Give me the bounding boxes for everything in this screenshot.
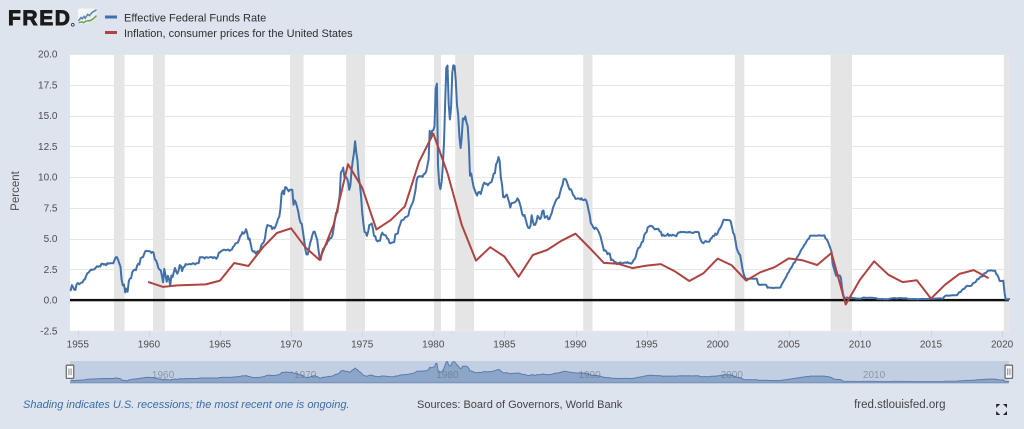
svg-text:1960: 1960	[152, 370, 175, 381]
svg-text:2010: 2010	[849, 340, 872, 351]
svg-text:2000: 2000	[721, 370, 744, 381]
svg-text:-2.5: -2.5	[40, 326, 58, 337]
svg-text:2.5: 2.5	[44, 265, 58, 276]
svg-text:Percent: Percent	[10, 170, 22, 210]
svg-text:Inflation, consumer prices for: Inflation, consumer prices for the Unite…	[124, 28, 353, 40]
svg-text:7.5: 7.5	[44, 203, 58, 214]
svg-text:Effective Federal Funds Rate: Effective Federal Funds Rate	[124, 12, 266, 24]
svg-text:2020: 2020	[991, 340, 1014, 351]
svg-text:2005: 2005	[778, 340, 801, 351]
svg-text:1970: 1970	[294, 370, 317, 381]
svg-text:1995: 1995	[635, 340, 658, 351]
svg-text:2015: 2015	[920, 340, 943, 351]
svg-text:5.0: 5.0	[44, 234, 58, 245]
svg-text:1960: 1960	[138, 340, 161, 351]
svg-text:2010: 2010	[863, 370, 886, 381]
svg-text:10.0: 10.0	[38, 173, 58, 184]
svg-text:0.0: 0.0	[44, 296, 58, 307]
svg-text:1970: 1970	[280, 340, 303, 351]
svg-text:1975: 1975	[351, 340, 374, 351]
svg-text:1985: 1985	[493, 340, 516, 351]
svg-text:FRED: FRED	[8, 7, 72, 30]
svg-text:1990: 1990	[564, 340, 587, 351]
svg-text:1955: 1955	[67, 340, 90, 351]
svg-text:15.0: 15.0	[38, 111, 58, 122]
svg-text:1965: 1965	[209, 340, 232, 351]
svg-text:1980: 1980	[436, 370, 459, 381]
svg-text:17.5: 17.5	[38, 81, 58, 92]
svg-text:2000: 2000	[707, 340, 730, 351]
svg-text:20.0: 20.0	[38, 50, 58, 61]
svg-text:Sources: Board of Governors, W: Sources: Board of Governors, World Bank	[417, 399, 623, 411]
svg-text:1980: 1980	[422, 340, 445, 351]
svg-text:12.5: 12.5	[38, 142, 58, 153]
svg-text:1990: 1990	[579, 370, 602, 381]
svg-text:Shading indicates U.S. recessi: Shading indicates U.S. recessions; the m…	[23, 399, 350, 411]
svg-text:fred.stlouisfed.org: fred.stlouisfed.org	[854, 399, 945, 411]
